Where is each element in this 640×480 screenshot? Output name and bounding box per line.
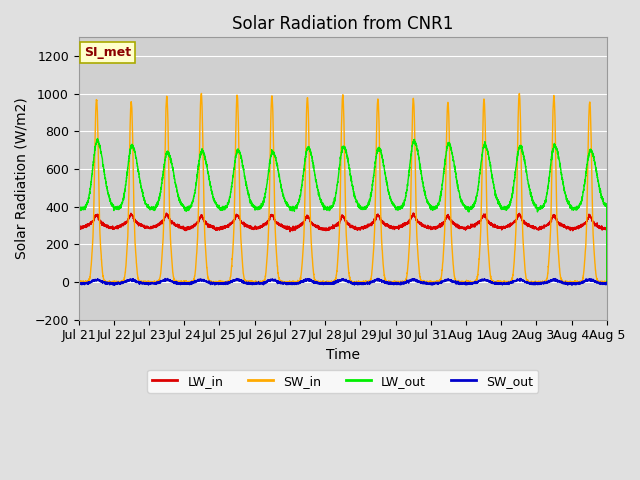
LW_in [323, 226, 331, 232]
LW_out [432, 206, 440, 212]
SW_out [603, 279, 611, 285]
LW_in [491, 223, 499, 229]
SW_in [603, 279, 611, 285]
LW_out [602, 202, 610, 207]
SW_out [602, 282, 610, 288]
LW_out [93, 136, 101, 142]
Legend: LW_in, SW_in, LW_out, SW_out: LW_in, SW_in, LW_out, SW_out [147, 370, 538, 393]
LW_in [603, 279, 611, 285]
SW_in [432, 279, 440, 285]
LW_in [602, 226, 610, 232]
SW_out [432, 280, 440, 286]
LW_out [75, 206, 83, 212]
LW_out [491, 189, 499, 195]
LW_in [432, 227, 440, 232]
SW_in [491, 279, 499, 285]
Y-axis label: Solar Radiation (W/m2): Solar Radiation (W/m2) [15, 97, 29, 259]
Line: SW_in: SW_in [79, 94, 607, 282]
Text: SI_met: SI_met [84, 46, 131, 59]
SW_in [602, 279, 610, 285]
LW_in [461, 225, 468, 231]
SW_in [75, 279, 83, 285]
Title: Solar Radiation from CNR1: Solar Radiation from CNR1 [232, 15, 453, 33]
Line: LW_out: LW_out [79, 139, 607, 282]
SW_in [323, 279, 331, 285]
LW_out [461, 203, 468, 209]
LW_out [323, 206, 331, 212]
SW_out [374, 276, 381, 281]
Line: SW_out: SW_out [79, 278, 607, 285]
SW_out [75, 280, 83, 286]
SW_out [111, 282, 118, 288]
SW_in [461, 279, 468, 285]
LW_in [410, 210, 417, 216]
LW_out [170, 170, 177, 176]
SW_out [492, 281, 499, 287]
SW_out [461, 281, 469, 287]
SW_out [170, 279, 177, 285]
SW_out [323, 280, 331, 286]
SW_in [198, 91, 205, 96]
X-axis label: Time: Time [326, 348, 360, 362]
LW_out [603, 279, 611, 285]
SW_in [170, 274, 177, 280]
Line: LW_in: LW_in [79, 213, 607, 282]
LW_in [75, 224, 83, 230]
LW_in [170, 220, 177, 226]
